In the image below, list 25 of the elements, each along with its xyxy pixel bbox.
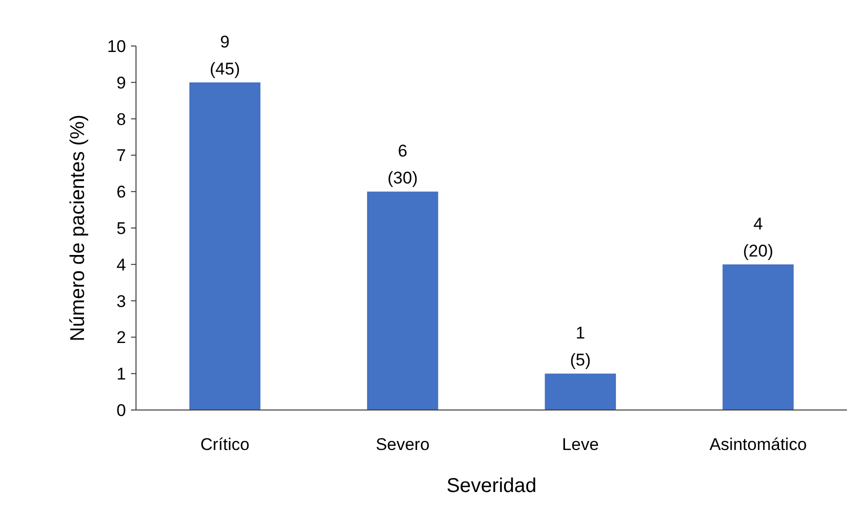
data-label: 1 (5) (570, 324, 591, 370)
y-axis-title: Número de pacientes (%) (67, 114, 89, 342)
x-tick-label: Severo (376, 435, 430, 454)
bar (722, 264, 794, 410)
bar (544, 374, 616, 410)
y-tick-label: 10 (107, 36, 126, 56)
data-label: 9 (45) (210, 32, 240, 78)
x-tick-label: Leve (562, 435, 599, 454)
y-tick-label: 0 (116, 400, 126, 420)
y-tick-label: 9 (116, 73, 126, 92)
x-tick-label: Asintomático (709, 435, 807, 454)
y-tick-label: 1 (116, 364, 126, 384)
y-tick-label: 3 (116, 292, 126, 311)
bar (189, 82, 260, 410)
y-tick-label: 7 (116, 146, 126, 166)
x-axis-title: Severidad (446, 475, 537, 497)
y-tick-label: 5 (116, 218, 126, 238)
data-label: 4 (20) (743, 214, 774, 260)
x-tick-label: Crítico (200, 435, 250, 454)
y-tick-label: 4 (116, 255, 126, 274)
bar (367, 192, 438, 410)
y-tick-label: 8 (116, 110, 126, 129)
y-tick-label: 2 (116, 328, 126, 348)
data-label: 6 (30) (388, 142, 418, 188)
y-tick-label: 6 (116, 182, 126, 202)
